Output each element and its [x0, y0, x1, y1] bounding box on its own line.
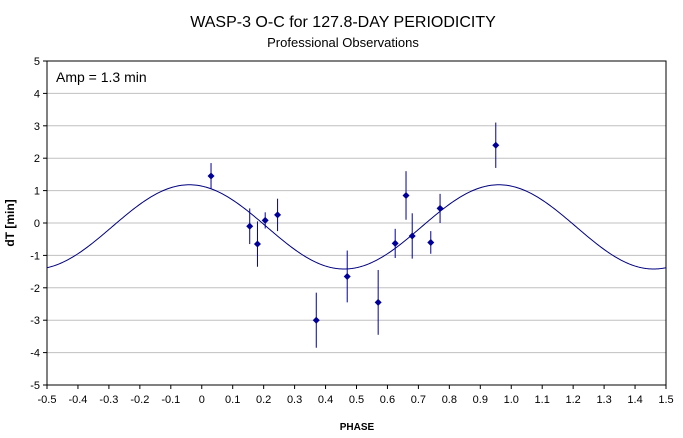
x-tick-label: 0.2 [256, 394, 271, 406]
y-tick-label: -5 [30, 380, 40, 392]
data-point [427, 238, 435, 246]
x-tick-label: 1.3 [596, 394, 611, 406]
model-curve [46, 184, 667, 270]
x-tick-label: 0.8 [442, 394, 457, 406]
x-tick-label: 0.5 [349, 394, 364, 406]
y-tick-label: 0 [34, 218, 40, 230]
axis-ticks: 5 4 3 2 1 0 -1 -2 -3 -4 -5 -0.5 -0.4 -0.3 -0.2 -0.1 0 0.1… [30, 56, 673, 406]
y-tick-label: -2 [30, 283, 40, 295]
x-tick-label: -0.4 [68, 394, 87, 406]
x-axis-label: PHASE [340, 422, 375, 433]
x-tick-label: -0.5 [38, 394, 57, 406]
y-tick-label: -3 [30, 315, 40, 327]
data-point [274, 211, 282, 219]
data-point [492, 141, 500, 149]
x-tick-label: 0.1 [225, 394, 240, 406]
data-point [207, 172, 215, 180]
y-tick-label: -4 [30, 348, 40, 360]
y-tick-label: 1 [34, 186, 40, 198]
y-tick-label: 4 [34, 88, 40, 100]
x-tick-label: 1.2 [566, 394, 581, 406]
amplitude-annotation: Amp = 1.3 min [56, 69, 147, 85]
x-tick-label: 0.6 [380, 394, 395, 406]
y-tick-label: 2 [34, 153, 40, 165]
chart-title: WASP-3 O-C for 127.8-DAY PERIODICITY [190, 14, 496, 31]
y-axis-label: dT [min] [3, 199, 17, 246]
y-tick-label: 5 [34, 56, 40, 68]
x-tick-label: -0.2 [130, 394, 149, 406]
data-point [391, 239, 399, 247]
x-tick-label: 1.1 [535, 394, 550, 406]
data-points [207, 122, 500, 348]
data-point [253, 240, 261, 248]
data-point [408, 232, 416, 240]
x-tick-label: -0.1 [161, 394, 180, 406]
data-point [402, 191, 410, 199]
x-tick-label: 0.4 [318, 394, 333, 406]
x-tick-label: 1.0 [504, 394, 519, 406]
y-tick-label: 3 [34, 121, 40, 133]
data-point [343, 272, 351, 280]
data-point [312, 316, 320, 324]
y-tick-label: -1 [30, 250, 40, 262]
x-tick-label: 1.4 [627, 394, 642, 406]
x-tick-label: 0.3 [287, 394, 302, 406]
data-point [436, 204, 444, 212]
model-curve-group [46, 184, 667, 270]
data-point [374, 298, 382, 306]
x-tick-label: 0 [199, 394, 205, 406]
data-point [261, 216, 269, 224]
x-tick-label: 0.9 [473, 394, 488, 406]
chart-subtitle: Professional Observations [267, 35, 419, 50]
x-tick-label: -0.3 [99, 394, 118, 406]
x-tick-label: 1.5 [658, 394, 673, 406]
data-point [246, 222, 254, 230]
grid-lines [47, 92, 666, 354]
x-tick-label: 0.7 [411, 394, 426, 406]
